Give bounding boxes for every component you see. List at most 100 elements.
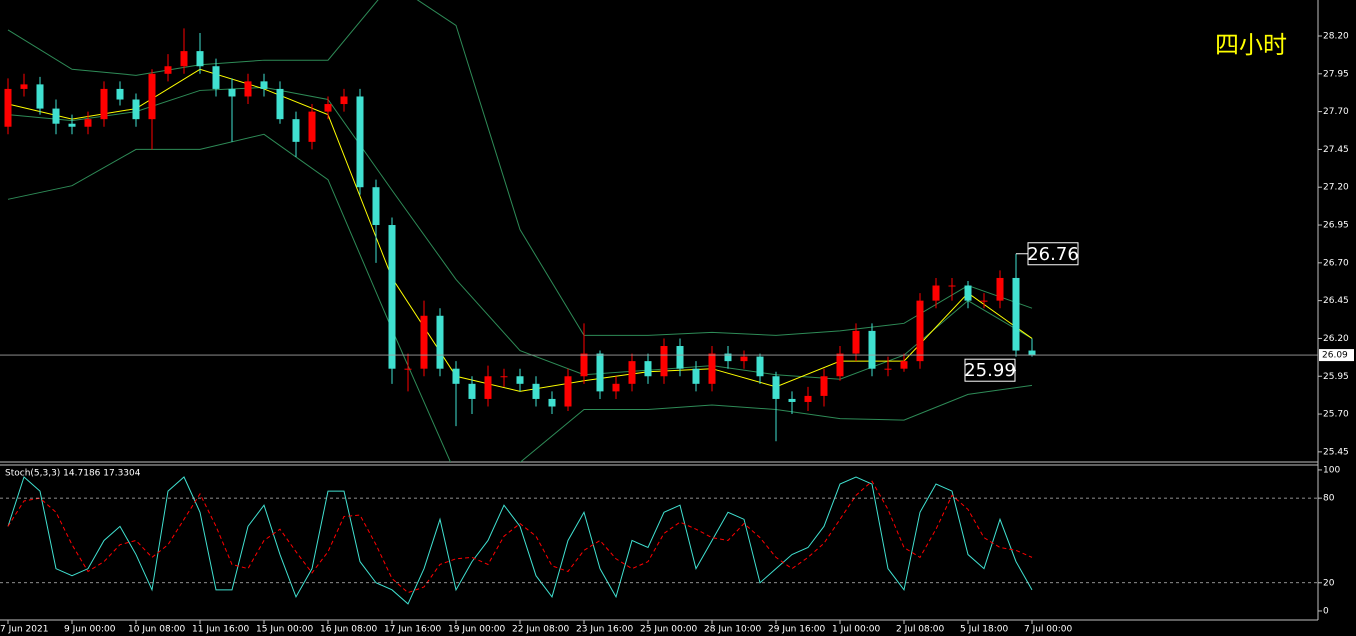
candle-body <box>4 88 12 127</box>
y-tick-label: 100 <box>1323 465 1340 475</box>
y-tick-label: 26.70 <box>1323 258 1349 268</box>
candle-body <box>196 51 204 67</box>
candle-body <box>276 88 284 120</box>
candle-body <box>260 81 268 89</box>
candle-body <box>756 356 764 377</box>
y-tick-label: 25.45 <box>1323 447 1349 457</box>
annotation-box <box>964 358 1016 382</box>
candle-body <box>468 383 476 399</box>
y-tick-label: 27.95 <box>1323 69 1349 79</box>
candle-body <box>916 300 924 362</box>
candle-body <box>132 99 140 120</box>
indicator-line <box>7 0 1033 336</box>
candle-body <box>116 88 124 100</box>
x-tick-label: 9 Jun 00:00 <box>64 625 116 635</box>
candle-body <box>804 395 812 402</box>
x-tick-label: 1 Jul 00:00 <box>832 625 881 635</box>
candle-body <box>436 315 444 369</box>
candle-body <box>948 285 956 287</box>
candle-body <box>628 361 636 384</box>
chart-title: 四小时 <box>1215 31 1287 59</box>
y-tick-label: 27.45 <box>1323 145 1349 155</box>
candle-body <box>388 225 396 369</box>
candle-body <box>1012 277 1020 351</box>
candle-body <box>148 73 156 120</box>
x-tick-label: 11 Jun 16:00 <box>192 625 249 635</box>
x-tick-label: 7 Jun 2021 <box>0 625 48 635</box>
candle-body <box>308 111 316 142</box>
indicator-label: Stoch(5,3,3) 14.7186 17.3304 <box>5 469 141 479</box>
candle-body <box>740 356 748 362</box>
candle-body <box>788 398 796 402</box>
candle-body <box>532 383 540 399</box>
candle-body <box>708 353 716 384</box>
x-tick-label: 23 Jun 16:00 <box>576 625 633 635</box>
y-tick-label: 80 <box>1323 494 1335 504</box>
candle-body <box>420 315 428 369</box>
x-tick-label: 10 Jun 08:00 <box>128 625 185 635</box>
candle-body <box>516 376 524 384</box>
candle-body <box>164 66 172 74</box>
candle-body <box>324 104 332 112</box>
candle-body <box>452 368 460 384</box>
candle-body <box>180 51 188 67</box>
x-tick-label: 28 Jun 10:00 <box>704 625 761 635</box>
annotation-box <box>1027 242 1079 266</box>
candle-body <box>612 383 620 392</box>
candle-body <box>404 368 412 370</box>
candle-body <box>868 330 876 369</box>
y-tick-label: 26.20 <box>1323 334 1349 344</box>
y-tick-label: 25.70 <box>1323 410 1349 420</box>
price-label-box <box>1319 349 1354 362</box>
candle-body <box>820 376 828 396</box>
indicator-line <box>7 86 1033 380</box>
candle-body <box>964 285 972 301</box>
x-tick-label: 22 Jun 08:00 <box>512 625 569 635</box>
annotation-label: 26.76 <box>1027 244 1079 265</box>
candle-body <box>20 84 28 89</box>
candle-body <box>68 123 76 127</box>
candle-body <box>500 376 508 378</box>
candle-body <box>340 96 348 105</box>
stochastic-line <box>7 480 1033 594</box>
candle-body <box>564 376 572 407</box>
candle-body <box>292 119 300 142</box>
y-tick-label: 26.45 <box>1323 296 1349 306</box>
y-tick-label: 27.20 <box>1323 183 1349 193</box>
candle-body <box>356 96 364 188</box>
annotation-label: 25.99 <box>964 360 1016 381</box>
candle-body <box>1028 350 1036 356</box>
x-tick-label: 29 Jun 16:00 <box>768 625 825 635</box>
x-tick-label: 5 Jul 18:00 <box>960 625 1009 635</box>
candle-body <box>884 368 892 370</box>
candle-body <box>724 353 732 362</box>
y-tick-label: 28.20 <box>1323 31 1349 41</box>
candle-body <box>596 353 604 392</box>
candle-body <box>996 277 1004 301</box>
y-tick-label: 0 <box>1323 606 1329 616</box>
candle-body <box>548 398 556 407</box>
x-tick-label: 16 Jun 08:00 <box>320 625 377 635</box>
y-tick-label: 25.95 <box>1323 372 1349 382</box>
candle-body <box>36 84 44 109</box>
candle-body <box>836 353 844 377</box>
candle-body <box>852 330 860 354</box>
candle-body <box>980 300 988 302</box>
x-tick-label: 19 Jun 00:00 <box>448 625 505 635</box>
candle-body <box>84 119 92 127</box>
candle-body <box>212 66 220 89</box>
x-tick-label: 15 Jun 00:00 <box>256 625 313 635</box>
candle-body <box>228 88 236 97</box>
candle-body <box>244 81 252 97</box>
candle-body <box>900 361 908 369</box>
candle-body <box>644 361 652 377</box>
x-tick-label: 2 Jul 08:00 <box>896 625 945 635</box>
candle-body <box>52 108 60 124</box>
plot-area <box>7 476 1033 605</box>
stochastic-line <box>7 476 1033 605</box>
indicator-line <box>7 133 1033 462</box>
x-tick-label: 17 Jun 16:00 <box>384 625 441 635</box>
